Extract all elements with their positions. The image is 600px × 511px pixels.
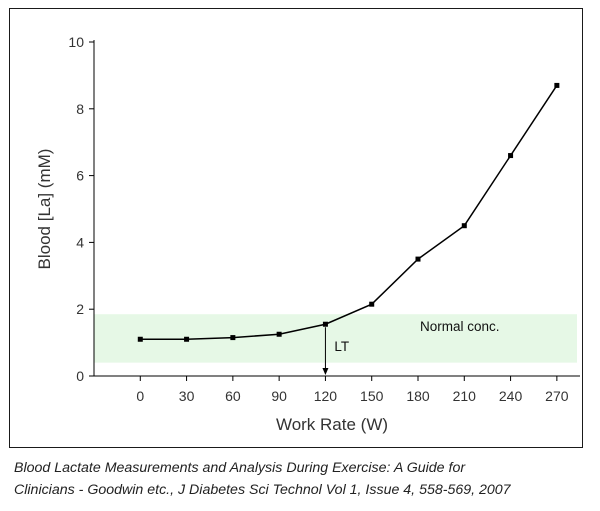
- caption-line-1: Blood Lactate Measurements and Analysis …: [14, 460, 466, 476]
- x-tick-label: 240: [499, 388, 523, 404]
- threshold-label: LT: [334, 339, 349, 354]
- series-line: [140, 85, 558, 341]
- figure-caption: Blood Lactate Measurements and Analysis …: [14, 457, 594, 501]
- x-tick-label: 60: [225, 388, 241, 404]
- data-point: [508, 153, 514, 159]
- data-point: [415, 256, 421, 262]
- x-axis-title: Work Rate (W): [276, 415, 388, 434]
- y-tick-label: 4: [76, 234, 84, 250]
- x-tick-label: 150: [360, 388, 384, 404]
- normal-range-band: [94, 314, 577, 363]
- x-tick-label: 0: [136, 388, 144, 404]
- data-point: [230, 335, 236, 341]
- x-tick-label: 210: [453, 388, 477, 404]
- x-tick-label: 90: [271, 388, 287, 404]
- y-tick-label: 6: [76, 168, 84, 184]
- data-point: [322, 321, 328, 327]
- lactate-chart: Normal conc. 0 2 4 6 8 10 0 30 60 90 120 150 180 210 24…: [35, 34, 580, 434]
- chart-figure: Normal conc. 0 2 4 6 8 10 0 30 60 90 120 150 180 210 24…: [9, 8, 583, 448]
- y-tick-label: 0: [76, 368, 84, 384]
- y-tick-label: 8: [76, 101, 84, 117]
- normal-range-label: Normal conc.: [420, 319, 500, 334]
- data-point: [369, 301, 375, 307]
- threshold-arrowhead: [322, 368, 329, 375]
- x-tick-label: 270: [545, 388, 569, 404]
- x-tick-label: 120: [314, 388, 338, 404]
- y-tick-label: 10: [68, 34, 84, 50]
- data-point: [276, 331, 282, 337]
- data-point: [137, 336, 143, 342]
- data-point: [461, 223, 467, 229]
- y-axis-title: Blood [La] (mM): [35, 149, 54, 270]
- x-tick-label: 30: [179, 388, 195, 404]
- y-tick-label: 2: [76, 301, 84, 317]
- caption-line-2: Clinicians - Goodwin etc., J Diabetes Sc…: [14, 482, 511, 498]
- data-point: [554, 82, 560, 88]
- x-tick-label: 180: [406, 388, 430, 404]
- data-point: [184, 336, 190, 342]
